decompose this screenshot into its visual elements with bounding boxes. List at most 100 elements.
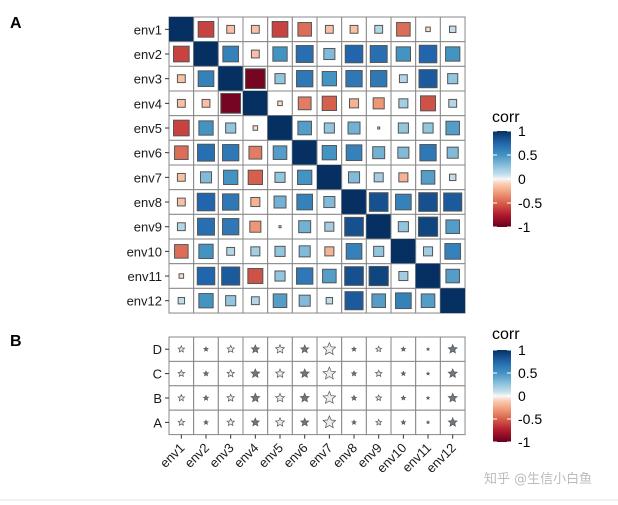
corr-square-env3-env7 bbox=[321, 71, 338, 87]
colorbar-label: 1 bbox=[518, 123, 526, 139]
corr-square-env9-env11 bbox=[417, 216, 439, 237]
colorbar bbox=[493, 131, 511, 227]
heatmap-cell bbox=[415, 164, 441, 191]
corr-square-env5-env12 bbox=[445, 120, 460, 136]
corr-square-env9-env4 bbox=[249, 220, 262, 233]
corr-square-env5-env2 bbox=[198, 120, 214, 136]
corr-square-env9-env6 bbox=[298, 220, 312, 234]
corr-square-env7-env8 bbox=[347, 171, 361, 184]
star-marker-A-env11 bbox=[425, 420, 431, 425]
colorbar-label: 0.5 bbox=[518, 147, 538, 163]
x-tick-label: env6 bbox=[280, 440, 311, 471]
x-tick-label: env7 bbox=[305, 440, 336, 471]
colorbar-label: 0.5 bbox=[518, 365, 538, 381]
colorbar-label: -1 bbox=[518, 434, 531, 450]
star-marker-B-env1 bbox=[177, 393, 186, 402]
corr-square-env2-env11 bbox=[418, 44, 438, 64]
colorbar-label: 1 bbox=[518, 342, 526, 358]
corr-square-env1-env9 bbox=[374, 24, 384, 34]
corr-square-env12-env6 bbox=[298, 294, 311, 307]
corr-square-env2-env1 bbox=[173, 45, 190, 63]
corr-square-env12-env4 bbox=[250, 296, 260, 306]
corr-square-env9-env7 bbox=[324, 221, 335, 232]
corr-square-env11-env7 bbox=[322, 268, 337, 284]
corr-square-env8-env3 bbox=[222, 193, 240, 211]
star-marker-B-env10 bbox=[400, 394, 407, 401]
corr-square-env3-env1 bbox=[176, 74, 186, 84]
y-tick-label: env4 bbox=[134, 96, 162, 111]
star-marker-A-env12 bbox=[447, 416, 458, 427]
corr-square-env11-env1 bbox=[178, 273, 185, 279]
corr-square-env10-env2 bbox=[198, 243, 214, 260]
corr-square-env8-env5 bbox=[273, 195, 287, 209]
heatmap-cell bbox=[439, 263, 466, 289]
corr-square-env12-env1 bbox=[177, 297, 186, 305]
corr-square-env10-env11 bbox=[423, 246, 434, 257]
star-marker-B-env4 bbox=[250, 392, 261, 403]
star-marker-C-env7 bbox=[322, 366, 337, 380]
corr-square-env6-env10 bbox=[397, 146, 410, 159]
corr-square-env5-env6 bbox=[297, 120, 312, 136]
corr-square-env7-env6 bbox=[297, 169, 313, 186]
x-tick-label: env5 bbox=[256, 440, 287, 471]
corr-square-env11-env5 bbox=[274, 270, 286, 282]
corr-square-env2-env6 bbox=[295, 45, 314, 63]
corr-square-env10-env3 bbox=[226, 246, 236, 256]
star-marker-D-env11 bbox=[425, 346, 431, 352]
star-marker-D-env2 bbox=[203, 346, 209, 352]
y-tick-label: env12 bbox=[127, 294, 162, 309]
corr-square-env7-env4 bbox=[247, 169, 263, 186]
corr-square-env12-env9 bbox=[371, 293, 386, 308]
y-tick-label: env11 bbox=[128, 269, 162, 284]
corr-square-env11-env9 bbox=[368, 265, 389, 287]
corr-square-env9-env5 bbox=[278, 225, 282, 229]
panel-label-a: A bbox=[10, 15, 22, 32]
corr-square-env9-env3 bbox=[222, 218, 240, 236]
colorbar-label: -0.5 bbox=[518, 411, 542, 427]
colorbar-label: 0 bbox=[518, 388, 526, 404]
star-marker-C-env4 bbox=[250, 368, 261, 379]
x-tick-label: env1 bbox=[157, 440, 188, 471]
x-tick-label: env8 bbox=[330, 440, 361, 471]
corr-square-env4-env10 bbox=[398, 98, 409, 109]
star-marker-A-env6 bbox=[299, 417, 310, 427]
corr-square-env9-env2 bbox=[197, 217, 215, 236]
corr-square-env6-env7 bbox=[321, 145, 338, 161]
star-marker-A-env7 bbox=[322, 414, 337, 429]
star-marker-C-env9 bbox=[374, 369, 383, 378]
corr-square-env2-env12 bbox=[445, 46, 461, 62]
corr-square-env7-env5 bbox=[274, 171, 286, 183]
corr-square-env8-env10 bbox=[395, 193, 412, 211]
y-tick-label: env5 bbox=[134, 121, 162, 136]
corr-square-env1-env4 bbox=[250, 24, 260, 34]
corr-square-env6-env4 bbox=[248, 145, 263, 160]
star-marker-B-env3 bbox=[226, 393, 236, 402]
star-marker-A-env1 bbox=[177, 418, 186, 426]
corr-square-env4-env5 bbox=[277, 100, 283, 107]
corr-square-env5-env4 bbox=[252, 125, 259, 131]
corr-square-env6-env5 bbox=[272, 145, 288, 160]
corr-square-env3-env11 bbox=[418, 69, 438, 89]
corr-square-env3-env5 bbox=[274, 73, 286, 85]
corr-square-env2-env10 bbox=[395, 46, 412, 62]
y-tick-label: env2 bbox=[134, 47, 162, 62]
corr-square-env5-env5 bbox=[267, 115, 293, 141]
y-tick-label: B bbox=[153, 391, 162, 406]
corr-square-env6-env9 bbox=[372, 146, 386, 160]
corr-square-env12-env10 bbox=[395, 292, 412, 310]
panel-label-b: B bbox=[10, 333, 22, 350]
corr-square-env11-env2 bbox=[196, 266, 216, 286]
star-marker-D-env12 bbox=[447, 343, 458, 354]
corr-square-env3-env9 bbox=[370, 70, 388, 88]
y-tick-label: env6 bbox=[134, 146, 162, 161]
corr-square-env10-env12 bbox=[444, 243, 462, 260]
corr-square-env5-env11 bbox=[422, 122, 434, 134]
corr-square-env1-env12 bbox=[449, 25, 457, 34]
corr-square-env3-env12 bbox=[447, 73, 459, 85]
star-marker-D-env3 bbox=[226, 344, 236, 354]
corr-square-env2-env4 bbox=[250, 49, 260, 59]
star-marker-D-env4 bbox=[250, 344, 261, 354]
star-marker-B-env11 bbox=[425, 395, 431, 400]
heatmap-cell bbox=[390, 16, 417, 43]
